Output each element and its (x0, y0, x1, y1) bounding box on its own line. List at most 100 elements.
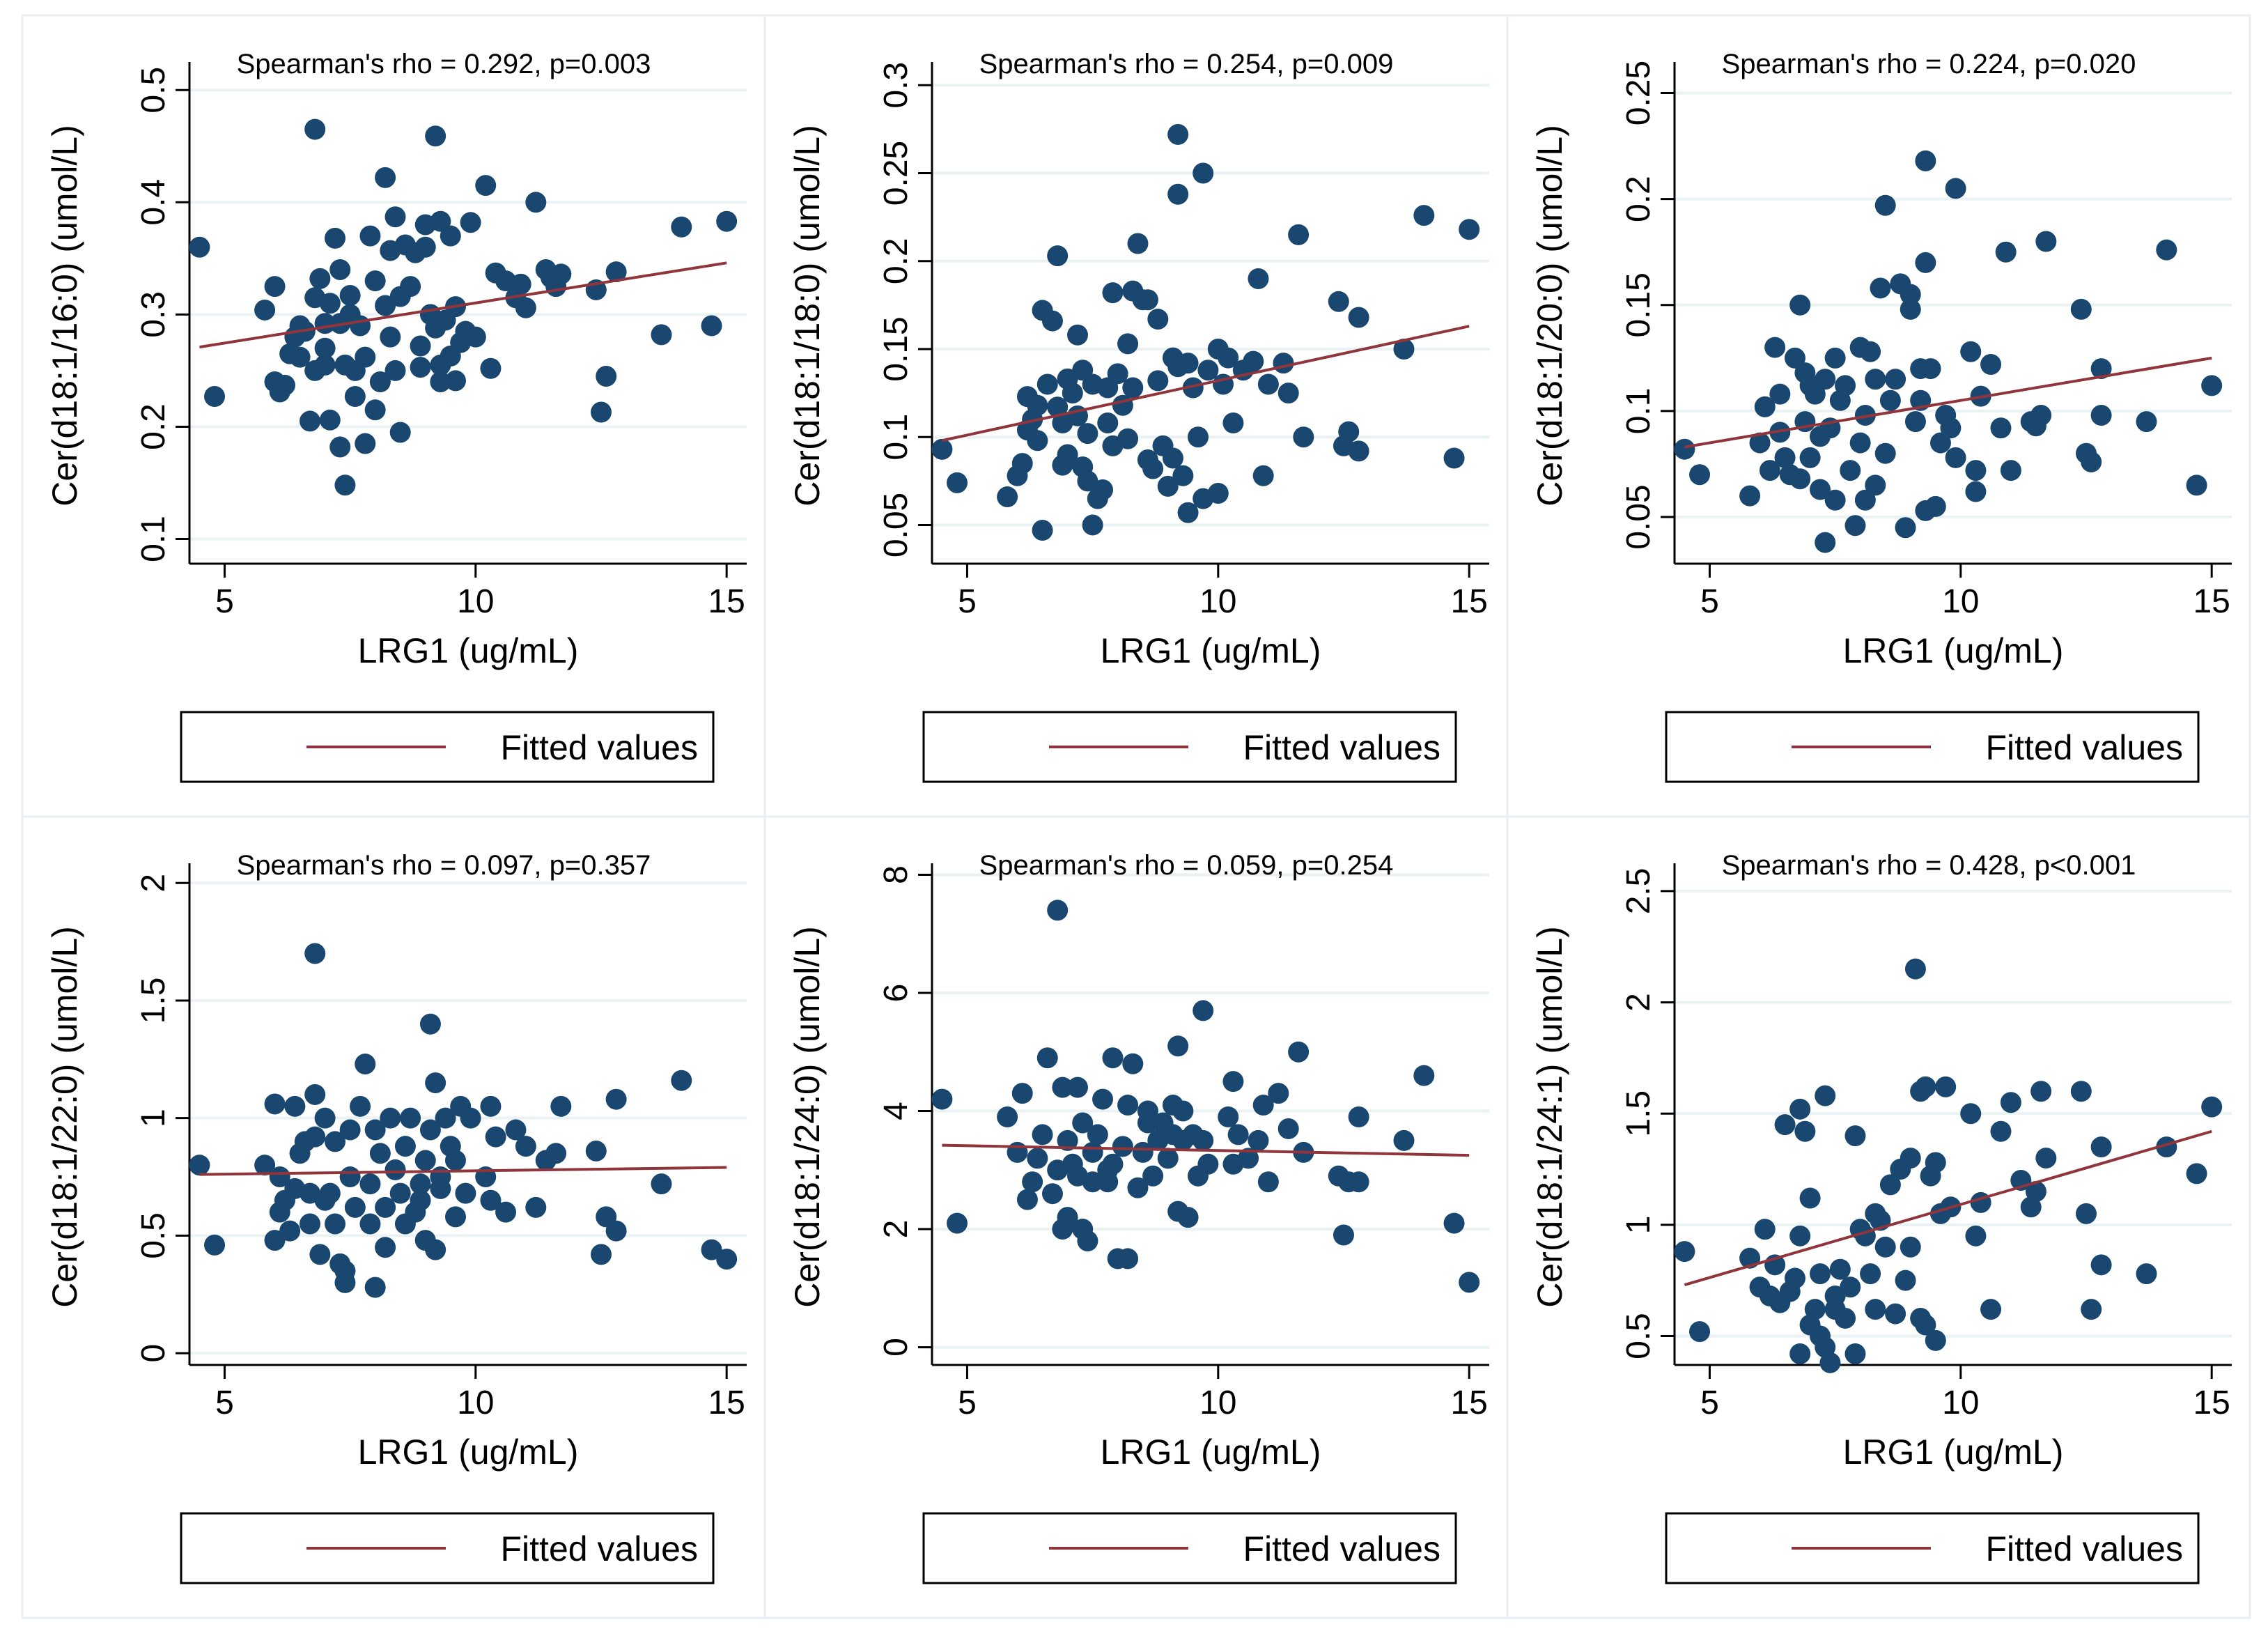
data-point (364, 270, 386, 292)
data-point (1122, 377, 1144, 399)
data-point (1829, 1258, 1851, 1280)
y-tick-label: 0.3 (878, 62, 915, 109)
panel-3: 0.05 0.1 0.15 0.2 0.25 5 10 15 LRG1 (ug/mL) Cer(d… (1506, 14, 2251, 818)
data-point (1157, 475, 1179, 497)
data-point (304, 118, 326, 140)
y-tick-label: 0.1 (1620, 388, 1657, 435)
data-point (2090, 358, 2112, 380)
legend-label: Fitted values (1243, 1529, 1440, 1568)
y-tick-label: 0.3 (135, 291, 172, 338)
data-point (1187, 426, 1209, 448)
data-point (204, 1234, 226, 1256)
data-point (1759, 460, 1780, 481)
data-point (1789, 1343, 1811, 1365)
data-point (1885, 1303, 1906, 1325)
y-tick-label: 0.2 (1620, 176, 1657, 222)
panel-6: 0.5 1 1.5 2 2.5 5 10 15 LRG1 (ug/mL) Cer(d18:1/24… (1506, 815, 2251, 1619)
x-axis-title: LRG1 (ug/mL) (1843, 1433, 2064, 1472)
data-point (264, 276, 286, 298)
y-tick-label: 1 (1620, 1216, 1657, 1235)
data-point (430, 210, 451, 232)
data-point (495, 1201, 517, 1223)
data-point (590, 401, 612, 423)
data-point (279, 1220, 301, 1242)
fitted-line (199, 1166, 727, 1176)
data-point (2156, 239, 2177, 261)
data-point (1879, 1174, 1901, 1196)
data-point (1011, 1083, 1033, 1104)
data-point (1027, 1148, 1048, 1169)
data-point (1739, 485, 1761, 507)
data-point (1117, 1095, 1139, 1116)
fitted-line (1684, 1129, 2212, 1286)
data-point (1824, 1286, 1846, 1307)
data-point (1207, 483, 1229, 504)
data-point (1227, 1124, 1249, 1145)
x-tick-label: 5 (1700, 583, 1719, 620)
data-point (400, 276, 421, 298)
data-point (355, 1054, 376, 1075)
data-point (1218, 1106, 1239, 1127)
data-point (1860, 1263, 1881, 1285)
data-point (1142, 458, 1164, 479)
data-point (425, 1072, 446, 1094)
data-point (1102, 1047, 1124, 1069)
data-point (1218, 347, 1239, 369)
data-point (1067, 324, 1089, 346)
data-point (1197, 360, 1219, 381)
x-tick-label: 15 (1450, 1384, 1487, 1421)
data-point (1925, 1329, 1946, 1351)
y-tick-label: 2 (878, 1220, 915, 1239)
data-point (465, 326, 486, 348)
data-point (1273, 353, 1294, 374)
data-point (440, 225, 461, 247)
data-point (1815, 1085, 1836, 1106)
data-point (339, 285, 361, 307)
data-point (1749, 432, 1771, 454)
data-point (319, 1182, 341, 1204)
data-point (1874, 442, 1896, 464)
data-point (701, 1239, 722, 1260)
data-point (1092, 1088, 1114, 1110)
data-point (325, 227, 346, 249)
data-point (2090, 1254, 2112, 1276)
data-point (325, 1213, 346, 1235)
data-point (1935, 1076, 1957, 1097)
data-point (1754, 396, 1776, 417)
plot-region (1675, 68, 2232, 564)
data-point (515, 297, 536, 318)
data-point (1082, 1171, 1103, 1193)
data-point (1172, 465, 1194, 486)
data-point (1348, 307, 1369, 328)
data-point (1057, 444, 1078, 465)
data-point (1674, 438, 1695, 460)
data-point (329, 436, 351, 458)
data-point (2030, 1081, 2052, 1102)
data-point (1870, 277, 1891, 299)
data-point (1965, 481, 1987, 502)
data-point (1819, 1352, 1841, 1373)
data-point (1117, 428, 1139, 449)
data-point (1197, 1153, 1219, 1175)
data-point (1940, 417, 1962, 439)
data-point (2090, 1136, 2112, 1158)
data-point (425, 125, 446, 147)
data-point (400, 1107, 421, 1129)
data-point (254, 1155, 276, 1176)
panel-4: 0 0.5 1 1.5 2 5 10 15 LRG1 (ug/mL) Cer(d18:1/22:0… (21, 815, 766, 1619)
data-point (309, 1244, 331, 1265)
data-point (394, 1136, 416, 1157)
data-point (1348, 1106, 1369, 1127)
data-point (515, 1136, 536, 1157)
data-point (1122, 1053, 1144, 1074)
data-point (304, 1083, 326, 1105)
data-point (189, 236, 210, 258)
data-point (1036, 1047, 1058, 1069)
data-point (1815, 532, 1836, 553)
y-axis-title: Cer(d18:1/18:0) (umol/L) (788, 125, 827, 506)
y-axis-title: Cer(d18:1/24:0) (umol/L) (788, 926, 827, 1307)
data-point (1849, 432, 1871, 454)
data-point (1107, 363, 1128, 385)
data-point (369, 1143, 391, 1164)
data-point (525, 192, 547, 213)
